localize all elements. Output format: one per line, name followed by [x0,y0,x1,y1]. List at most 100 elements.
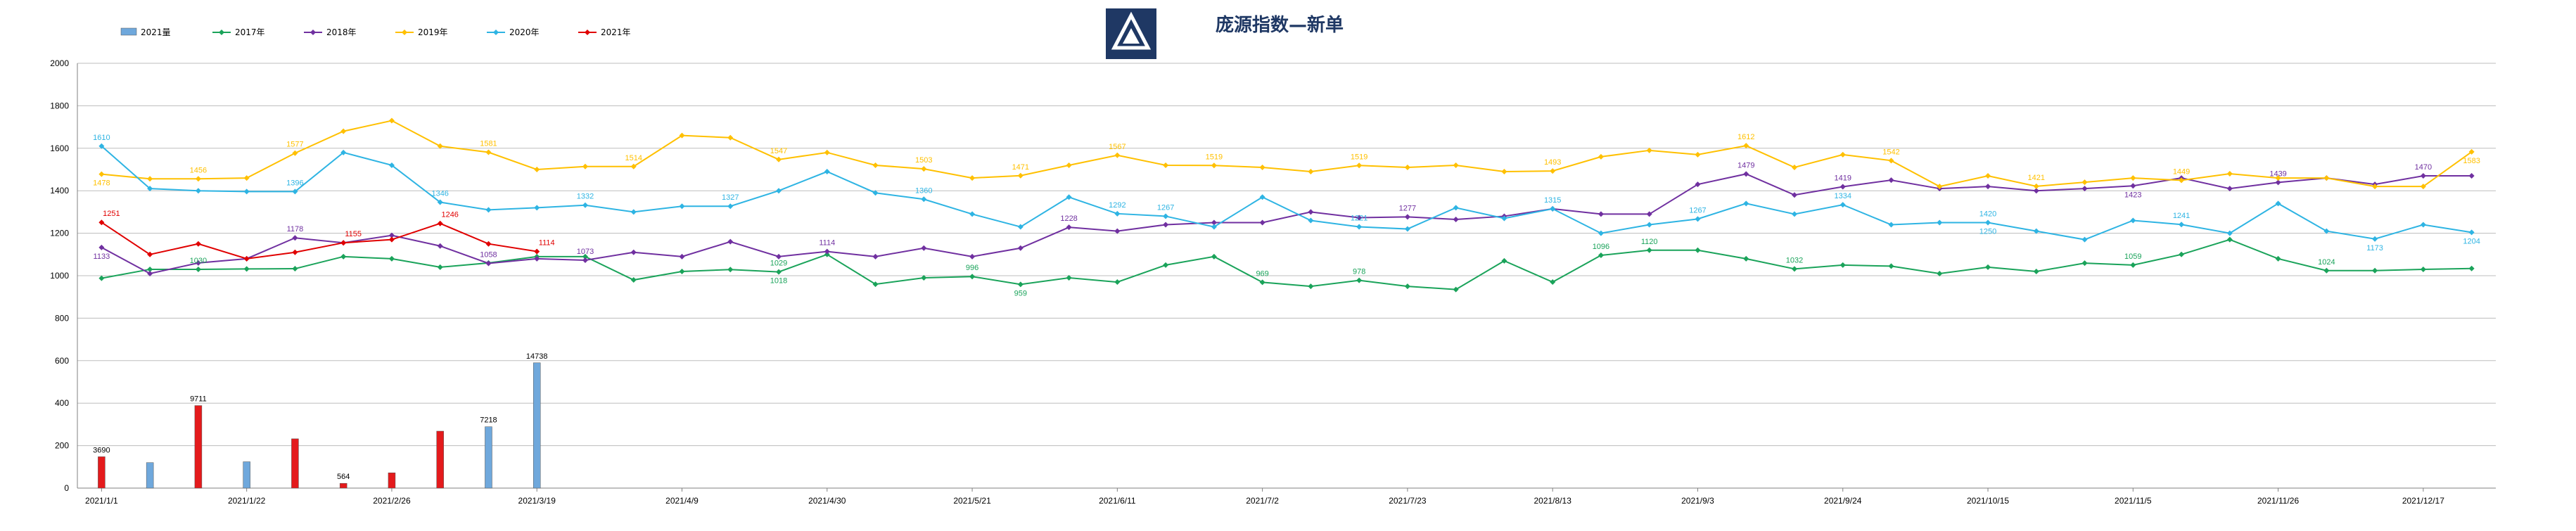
x-tick-label: 2021/5/21 [953,496,991,506]
series-point [1453,205,1459,210]
series-point [1695,248,1700,253]
series-point [969,175,975,181]
series-point [2179,222,2184,227]
point-label: 1267 [1689,206,1706,215]
series-point [1598,154,1604,160]
bar [98,456,105,488]
series-point [969,211,975,217]
series-point [1743,171,1749,177]
series-point [1550,206,1555,212]
series-point [534,167,540,172]
point-label: 1478 [93,179,110,188]
series-point [1308,283,1313,289]
y-tick-label: 400 [55,398,69,408]
series-point [1453,217,1459,222]
point-label: 1228 [1060,215,1077,223]
series-point [98,172,104,177]
x-tick-label: 2021/1/1 [85,496,118,506]
x-tick-label: 2021/12/17 [2402,496,2444,506]
series-point [1792,266,1797,271]
point-label: 1581 [480,140,497,148]
point-label: 1114 [539,239,555,248]
series-point [534,205,540,210]
series-point [1647,248,1652,253]
x-tick-label: 2021/7/23 [1389,496,1427,506]
series-point [147,176,153,181]
series-point [196,241,201,247]
series-line [101,240,2471,290]
point-label: 1221 [1351,215,1367,223]
y-tick-label: 1400 [50,186,69,196]
y-tick-label: 800 [55,313,69,323]
series-point [1550,168,1555,174]
x-tick-label: 2021/3/19 [518,496,556,506]
series-point [873,254,879,260]
series-point [438,221,443,226]
point-label: 1610 [93,134,110,142]
series-point [340,240,346,245]
x-tick-label: 2021/9/3 [1681,496,1714,506]
point-label: 1292 [1109,201,1126,210]
series-point [2034,184,2039,189]
series-point [1840,184,1846,189]
series-point [292,235,298,241]
point-label: 1246 [441,211,458,219]
series-point [1211,254,1217,260]
series-point [776,157,782,162]
point-label: 1030 [190,257,207,265]
series-point [582,164,588,169]
series-point [2130,217,2136,223]
series-point [1598,211,1604,217]
point-label: 1470 [2415,163,2432,172]
series-point [1308,209,1313,215]
bar [533,363,540,488]
series-point [1598,231,1604,236]
series-point [485,150,491,155]
series-point [2082,179,2088,185]
logo-icon [1106,8,1156,59]
point-label: 1396 [286,179,303,187]
legend-label: 2019年 [418,27,448,37]
series-point [1985,184,1991,189]
x-tick-label: 2021/10/15 [1967,496,2009,506]
point-label: 1423 [2124,191,2141,199]
series-point [340,129,346,134]
point-label: 1547 [770,147,787,155]
bar [291,439,298,488]
series-point [2130,183,2136,188]
point-label: 996 [966,264,978,272]
point-label: 1567 [1109,143,1126,151]
series-point [824,150,830,155]
axes: 0200400600800100012001400160018002000202… [50,58,2496,506]
series-point [1163,213,1168,219]
series-point [921,196,926,202]
series-point [1308,169,1313,174]
series-point [2421,222,2426,228]
series-point [485,241,491,247]
x-tick-label: 2021/7/2 [1246,496,1279,506]
series-point [1163,262,1168,268]
series-point [873,162,879,168]
series-point [292,151,298,156]
series-point [1743,200,1749,206]
bar [195,406,202,488]
point-label: 1059 [2124,252,2141,261]
x-tick-label: 2021/4/9 [665,496,699,506]
series-point [1743,143,1749,148]
point-label: 1346 [431,190,448,198]
chart-title: 庞源指数—新单 [1216,14,1344,36]
bar [340,483,347,488]
series-point [1308,217,1313,223]
point-label: 1251 [103,210,120,218]
bar [388,473,395,488]
series-point [1260,165,1265,170]
point-label: 1277 [1399,204,1416,212]
series-point [1501,169,1507,174]
point-label: 1471 [1012,163,1029,172]
y-tick-label: 1000 [50,271,69,281]
series-point [776,188,782,193]
legend-label: 2017年 [235,27,265,37]
series-point [727,135,733,141]
series-point [2034,269,2039,274]
